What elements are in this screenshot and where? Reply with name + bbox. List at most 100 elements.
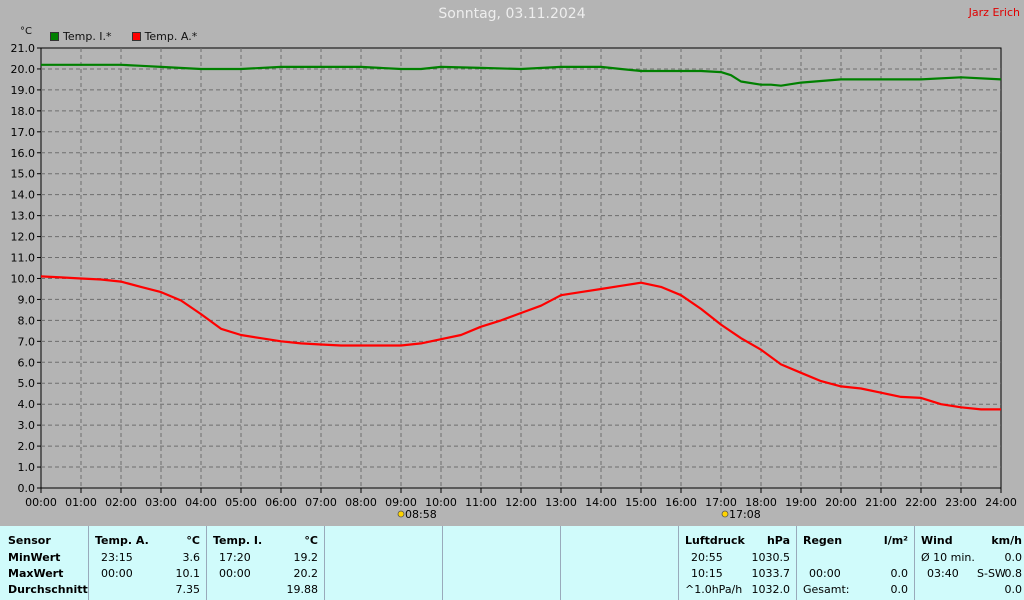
pressure-unit: hPa — [766, 534, 790, 547]
x-tick-label: 13:00 — [545, 496, 577, 509]
rain-unit: l/m² — [883, 534, 908, 547]
legend-item-inside: Temp. I.* — [50, 30, 112, 43]
x-tick-label: 22:00 — [905, 496, 937, 509]
sensor-header: Sensor — [8, 534, 51, 547]
x-tick-label: 11:00 — [465, 496, 497, 509]
y-tick-label: 0.0 — [18, 482, 36, 495]
outside-max-value: 10.1 — [175, 567, 201, 580]
rain-max-time: 00:00 — [809, 567, 841, 580]
wind-column: Wind km/h Ø 10 min. 0.0 03:40 S-SW 0.8 0… — [914, 526, 1024, 600]
x-tick-label: 10:00 — [425, 496, 457, 509]
wind-extra-value: 0.0 — [1004, 583, 1023, 596]
x-tick-label: 02:00 — [105, 496, 137, 509]
pressure-min-value: 1030.5 — [751, 551, 791, 564]
series-line-inside — [41, 63, 1002, 87]
x-tick-label: 04:00 — [185, 496, 217, 509]
inside-temp-unit: °C — [304, 534, 318, 547]
x-tick-label: 15:00 — [625, 496, 657, 509]
x-tick-label: 01:00 — [65, 496, 97, 509]
pressure-trend: ^1.0hPa/h — [685, 583, 743, 596]
legend-swatch-outside — [131, 32, 141, 41]
outside-temp-header: Temp. A. — [95, 534, 149, 547]
avg-row-label: Durchschnitt — [8, 583, 88, 596]
sunset-icon — [721, 510, 729, 518]
y-tick-label: 16.0 — [11, 147, 36, 160]
y-tick-label: 12.0 — [11, 231, 36, 244]
y-tick-label: 8.0 — [18, 314, 36, 327]
y-tick-label: 19.0 — [11, 84, 36, 97]
y-tick-label: 1.0 — [18, 461, 36, 474]
x-tick-label: 17:00 — [705, 496, 737, 509]
annotation-label: 08:58 — [405, 508, 437, 521]
pressure-min-time: 20:55 — [691, 551, 723, 564]
rain-column: Regen l/m² 00:00 0.0 Gesamt: 0.0 — [796, 526, 914, 600]
outside-max-time: 00:00 — [101, 567, 133, 580]
wind-avg-value: 0.0 — [1004, 551, 1023, 564]
legend-label-outside: Temp. A.* — [144, 30, 198, 43]
x-tick-label: 08:00 — [345, 496, 377, 509]
x-tick-label: 19:00 — [785, 496, 817, 509]
temperature-chart: 0.0 1.0 2.0 3.0 4.0 5.0 6.0 7.0 8.0 9.0 10.0 11.0 12… — [11, 42, 1017, 521]
author-label: Jarz Erich — [968, 6, 1020, 19]
inside-min-value: 19.2 — [293, 551, 319, 564]
y-tick-label: 4.0 — [18, 398, 36, 411]
x-tick-label: 14:00 — [585, 496, 617, 509]
series-line-outside — [40, 275, 1001, 411]
inside-max-value: 20.2 — [293, 567, 319, 580]
x-tick-label: 12:00 — [505, 496, 537, 509]
outside-temp-column: Temp. A. °C 23:15 3.6 00:00 10.1 7.35 — [88, 526, 206, 600]
max-row-label: MaxWert — [8, 567, 64, 580]
inside-avg-value: 19.88 — [286, 583, 319, 596]
y-tick-label: 13.0 — [11, 210, 36, 223]
inside-temp-header: Temp. I. — [213, 534, 263, 547]
x-tick-label: 03:00 — [145, 496, 177, 509]
pressure-current-value: 1032.0 — [751, 583, 791, 596]
pressure-max-value: 1033.7 — [751, 567, 791, 580]
inside-min-time: 17:20 — [219, 551, 251, 564]
y-tick-label: 20.0 — [11, 63, 36, 76]
y-unit-label: °C — [20, 26, 32, 37]
rain-total-value: 0.0 — [890, 583, 909, 596]
annotation-label: 17:08 — [729, 508, 761, 521]
rain-total-label: Gesamt: — [803, 583, 850, 596]
inside-temp-column: Temp. I. °C 17:20 19.2 00:00 20.2 19.88 — [206, 526, 324, 600]
inside-max-time: 00:00 — [219, 567, 251, 580]
x-tick-label: 05:00 — [225, 496, 257, 509]
empty-column-2 — [442, 526, 560, 600]
wind-max-time: 03:40 — [927, 567, 959, 580]
sunrise-icon — [397, 510, 405, 518]
y-tick-label: 2.0 — [18, 440, 36, 453]
y-tick-label: 10.0 — [11, 272, 36, 285]
y-tick-label: 3.0 — [18, 419, 36, 432]
wind-max-direction: S-SW — [977, 567, 1006, 580]
y-tick-label: 18.0 — [11, 105, 36, 118]
x-tick-label: 18:00 — [745, 496, 777, 509]
y-tick-label: 21.0 — [11, 42, 36, 55]
x-tick-label: 07:00 — [305, 496, 337, 509]
pressure-header: Luftdruck — [685, 534, 745, 547]
min-row-label: MinWert — [8, 551, 61, 564]
y-tick-label: 11.0 — [11, 252, 36, 265]
y-tick-label: 15.0 — [11, 168, 36, 181]
y-tick-label: 17.0 — [11, 126, 36, 139]
legend: Temp. I.* Temp. A.* — [50, 30, 197, 43]
wind-header: Wind — [921, 534, 953, 547]
x-tick-label: 21:00 — [865, 496, 897, 509]
statistics-table: Sensor MinWert MaxWert Durchschnitt Temp… — [0, 526, 1024, 600]
pressure-max-time: 10:15 — [691, 567, 723, 580]
x-tick-label: 06:00 — [265, 496, 297, 509]
outside-temp-unit: °C — [186, 534, 200, 547]
y-tick-label: 6.0 — [18, 356, 36, 369]
legend-swatch-inside — [50, 32, 59, 41]
x-tick-label: 23:00 — [945, 496, 977, 509]
empty-column-1 — [324, 526, 442, 600]
legend-label-inside: Temp. I.* — [63, 30, 112, 43]
y-tick-label: 7.0 — [18, 335, 36, 348]
wind-unit: km/h — [991, 534, 1022, 547]
y-tick-label: 14.0 — [11, 189, 36, 202]
outside-min-value: 3.6 — [182, 551, 201, 564]
y-tick-label: 5.0 — [18, 377, 36, 390]
x-tick-label: 16:00 — [665, 496, 697, 509]
x-tick-label: 00:00 — [25, 496, 57, 509]
x-tick-label: 20:00 — [825, 496, 857, 509]
